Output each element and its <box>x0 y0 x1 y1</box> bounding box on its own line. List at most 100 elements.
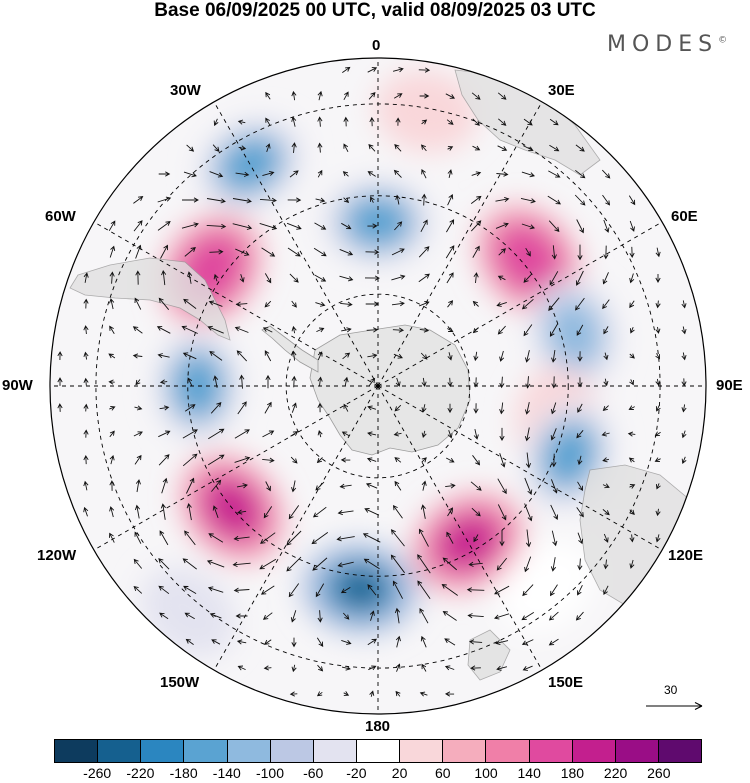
wind-vector <box>236 350 248 362</box>
colorbar-tick-label: 100 <box>474 765 498 781</box>
wind-vector <box>498 248 506 256</box>
wind-vector <box>629 353 635 359</box>
wind-vector <box>343 376 349 387</box>
wind-vector <box>628 405 635 410</box>
wind-vector <box>259 197 277 203</box>
wind-vector <box>499 453 506 468</box>
wind-vector <box>447 146 454 151</box>
wind-vector <box>157 221 171 231</box>
wind-vector <box>158 454 170 466</box>
wind-vector <box>603 559 609 570</box>
wind-vector <box>158 171 171 177</box>
wind-vector <box>209 171 224 178</box>
wind-vector <box>441 583 458 596</box>
wind-vector <box>499 402 505 415</box>
wind-vector <box>187 271 193 284</box>
wind-vector <box>393 169 402 178</box>
wind-vector <box>601 169 611 179</box>
colorbar-tick-label: 260 <box>647 765 671 781</box>
wind-vector <box>627 431 636 437</box>
wind-vector <box>577 455 583 466</box>
wind-vector <box>602 299 610 310</box>
wind-vector <box>83 351 89 360</box>
wind-vector <box>184 404 196 412</box>
wind-vector <box>183 585 197 594</box>
wind-vector <box>470 220 482 232</box>
wind-vector <box>472 327 479 334</box>
wind-vector <box>265 117 271 126</box>
wind-vector <box>603 378 609 387</box>
wind-vector <box>421 377 427 388</box>
wind-vector <box>655 353 660 360</box>
wind-vector <box>472 300 479 307</box>
wind-vector <box>260 532 276 544</box>
label-lon-30e: 30E <box>548 82 575 99</box>
wind-vector <box>339 248 354 256</box>
wind-vector <box>366 327 379 333</box>
wind-vector <box>521 639 534 646</box>
wind-vector <box>367 405 377 411</box>
colorbar-swatch <box>443 740 487 762</box>
wind-vector <box>549 584 558 597</box>
wind-vector <box>603 585 609 596</box>
wind-vector <box>417 554 431 574</box>
wind-vector <box>262 612 273 620</box>
wind-vector <box>525 376 531 389</box>
wind-vector <box>287 247 301 257</box>
anomaly-blob <box>545 297 604 369</box>
wind-vector <box>394 404 402 412</box>
wind-vector <box>655 300 661 309</box>
wind-vector <box>473 534 479 543</box>
wind-vector <box>471 507 481 517</box>
wind-vector <box>265 374 271 389</box>
wind-vector <box>159 612 169 620</box>
wind-vector <box>575 297 585 311</box>
wind-vector <box>234 429 250 439</box>
wind-vector <box>264 639 272 645</box>
anomaly-blob <box>443 520 493 565</box>
anomaly-blob <box>499 541 595 633</box>
wind-vector <box>547 195 561 205</box>
brand-name: MODES <box>607 32 719 57</box>
wind-vector <box>550 479 558 494</box>
wind-vector <box>468 639 483 645</box>
wind-vector <box>134 454 142 465</box>
wind-vector <box>364 275 380 281</box>
wind-vector <box>498 118 507 126</box>
wind-vector <box>550 428 557 441</box>
wind-vector <box>468 561 483 567</box>
wind-vector <box>157 353 170 359</box>
wind-vector <box>238 145 247 151</box>
wind-vector <box>186 144 195 152</box>
wind-vector <box>471 92 481 100</box>
wind-vector <box>395 117 401 126</box>
wind-vector <box>391 248 405 256</box>
colorbar-swatch <box>615 740 659 762</box>
wind-vector <box>499 427 505 442</box>
wind-vector <box>364 508 380 516</box>
wind-vector <box>232 223 253 230</box>
wind-vector <box>575 169 586 179</box>
wind-vector <box>311 532 329 545</box>
wind-vector <box>158 430 171 438</box>
wind-vector <box>317 610 323 623</box>
wind-vector <box>421 404 427 413</box>
wind-vector <box>343 691 350 696</box>
wind-vector <box>524 402 531 415</box>
wind-vector <box>602 483 610 489</box>
wind-vector <box>369 377 376 386</box>
wind-vector <box>522 584 534 597</box>
wind-vector <box>337 510 354 516</box>
wind-vector <box>208 533 224 543</box>
wind-vector <box>367 223 378 229</box>
wind-vector <box>447 193 454 206</box>
wind-vector <box>291 90 297 101</box>
wind-vector <box>291 142 297 153</box>
wind-vector <box>341 327 352 333</box>
colorbar-labels: -260 -220 -180 -140 -100 -60 -20 20 60 100 140 180 2… <box>0 765 750 783</box>
wind-vector <box>420 635 427 648</box>
wind-vector <box>312 506 327 518</box>
wind-vector <box>363 558 380 570</box>
wind-vector <box>181 222 199 229</box>
wind-vector <box>367 638 377 646</box>
